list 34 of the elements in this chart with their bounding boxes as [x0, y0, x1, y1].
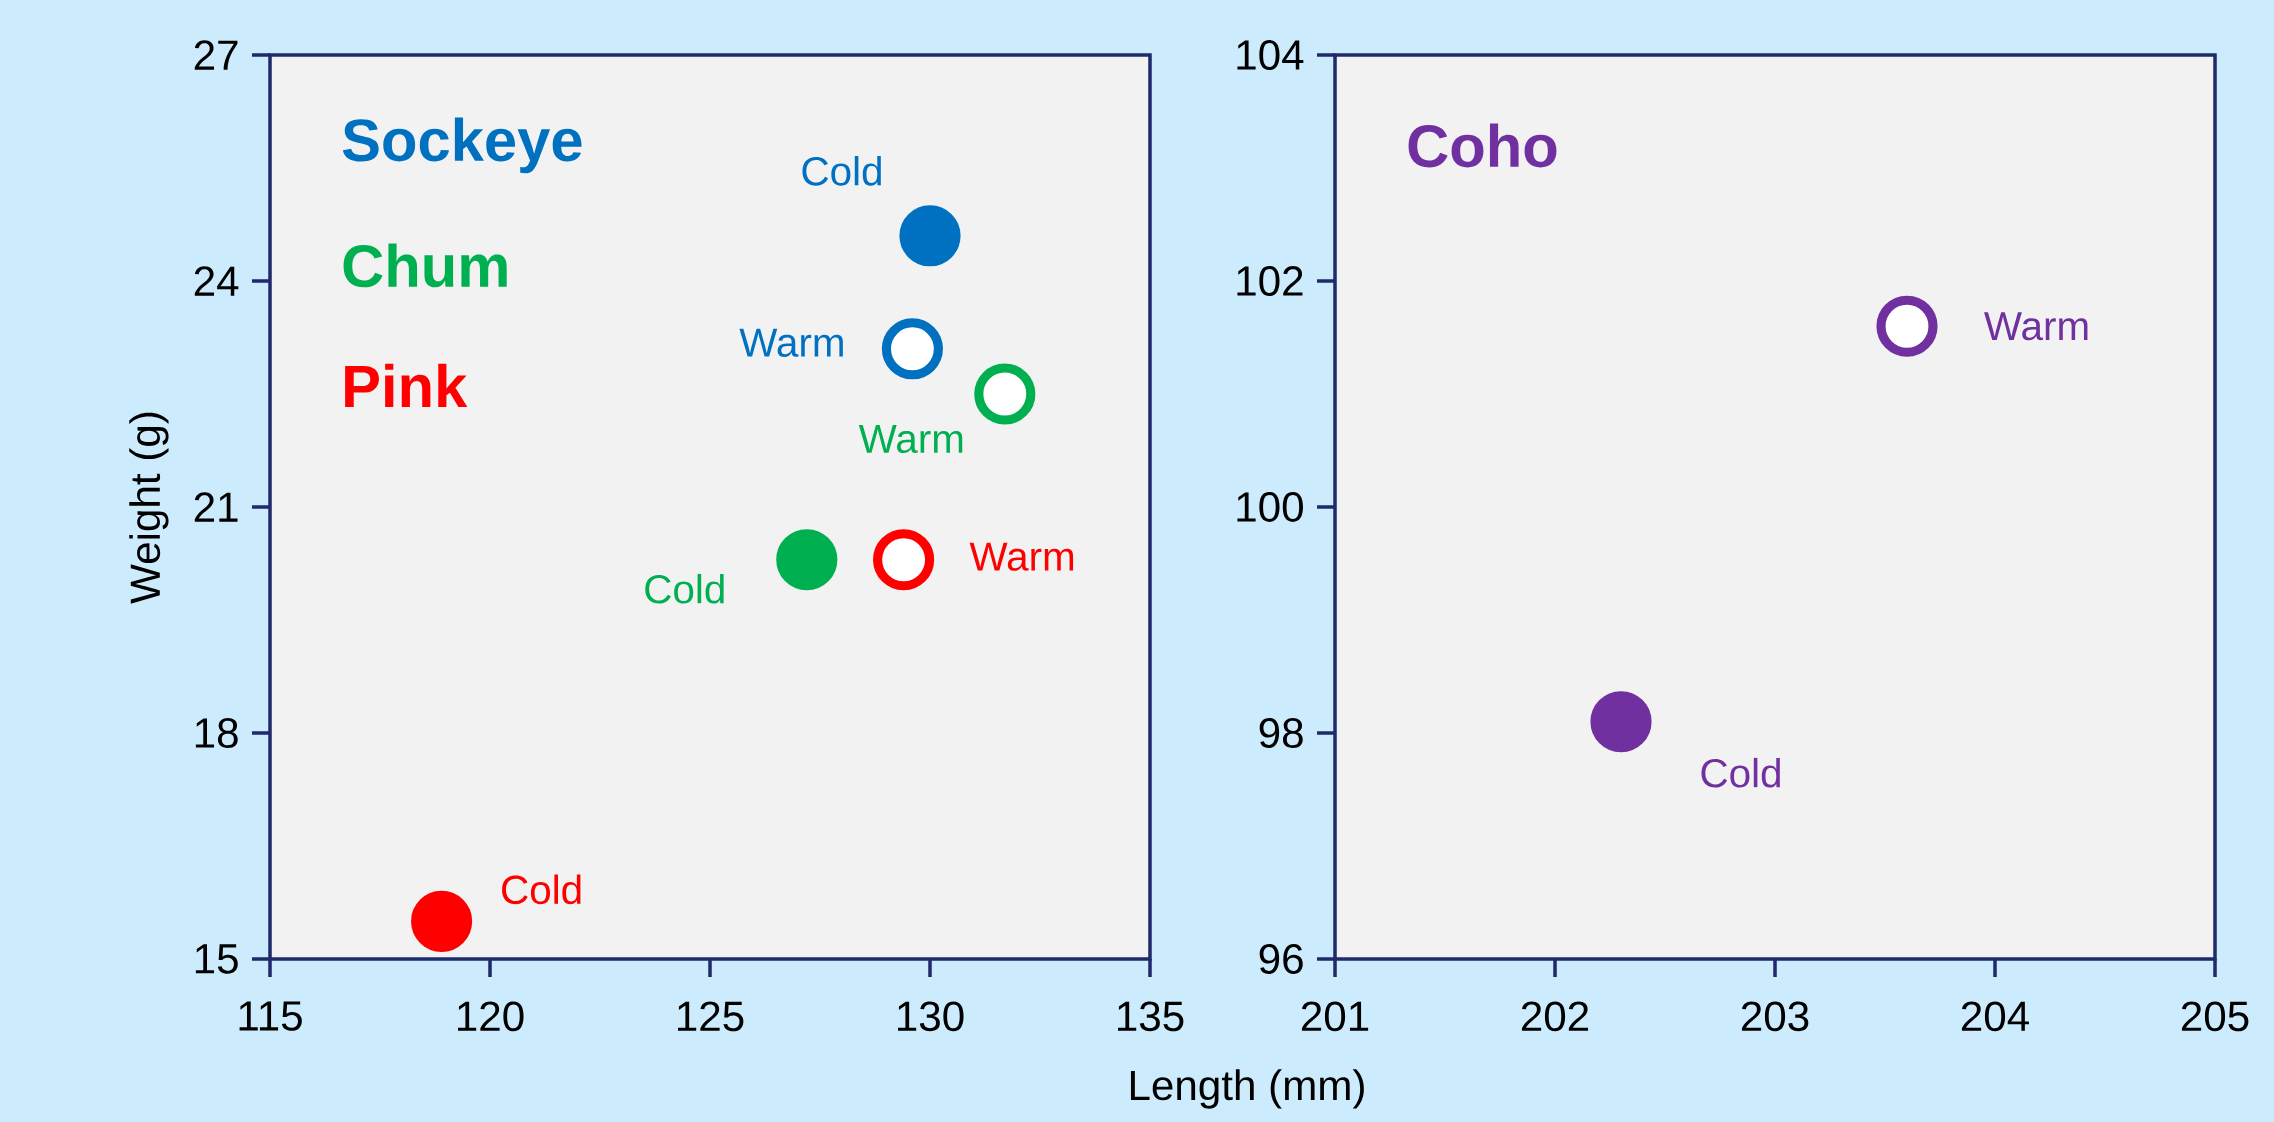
x-tick-label: 135 — [1118, 1001, 1184, 1032]
x-tick-label: 202 — [1521, 1001, 1589, 1032]
annotation: Warm — [1984, 312, 2088, 341]
annotation: Cold — [802, 155, 881, 186]
annotation: Cold — [1701, 757, 1780, 788]
y-tick-label: 24 — [194, 266, 239, 296]
x-axis-title: Length (mm) — [1130, 1069, 1364, 1109]
text: Chum — [343, 243, 507, 288]
y-tick-label: 96 — [1259, 944, 1303, 974]
x-tick-label: 120 — [458, 1001, 524, 1032]
y-tick-label: 15 — [195, 944, 238, 974]
y-tick-label: 102 — [1237, 266, 1303, 296]
text: Coho — [1408, 123, 1557, 168]
y-axis-title: Weight (g) — [129, 412, 169, 604]
y-tick-label: 98 — [1259, 718, 1303, 748]
text: Sockeye — [342, 117, 582, 174]
annotation: Warm — [969, 542, 1074, 571]
annotation: Cold — [645, 573, 724, 604]
y-tick-label: 18 — [195, 718, 238, 748]
annotation: Cold — [502, 874, 581, 905]
x-tick-label: 203 — [1741, 1001, 1809, 1032]
y-tick-label: 104 — [1237, 40, 1304, 70]
x-tick-label: 204 — [1961, 1001, 2029, 1032]
x-tick-label: 125 — [678, 1001, 744, 1032]
x-tick-label: 130 — [898, 1001, 964, 1032]
y-tick-label: 27 — [194, 40, 238, 70]
text: Pink — [345, 363, 468, 408]
x-tick-label: 201 — [1301, 1001, 1369, 1032]
y-tick-label: 100 — [1237, 492, 1303, 522]
annotation: Warm — [858, 424, 963, 454]
x-tick-label: 205 — [2181, 1001, 2249, 1032]
annotation: Warm — [739, 328, 843, 357]
y-tick-label: 21 — [194, 492, 238, 522]
x-tick-label: 115 — [239, 1001, 302, 1031]
